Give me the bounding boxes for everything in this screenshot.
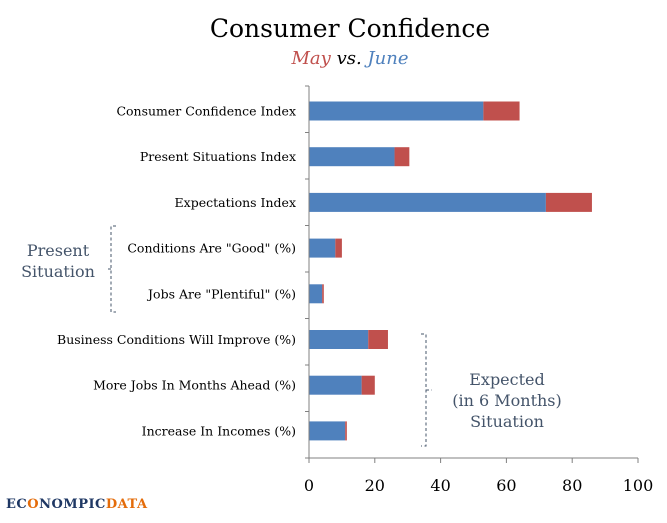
bar-may [368, 330, 388, 349]
bar-june [309, 101, 484, 121]
group-label-line: Situation [21, 262, 95, 281]
logo-mid: NOMPIC [39, 497, 106, 512]
category-label: Business Conditions Will Improve (%) [57, 332, 296, 347]
bar-june [309, 330, 369, 349]
subtitle-june: June [363, 48, 408, 69]
category-label: Increase In Incomes (%) [142, 423, 296, 438]
bar-may [483, 101, 520, 121]
subtitle-may: May [291, 48, 337, 69]
chart-title: Consumer Confidence [210, 14, 490, 43]
subtitle-vs: vs. [337, 48, 368, 69]
chart-subtitle: May vs. June [291, 48, 409, 69]
group-label-line: Present [27, 241, 90, 260]
category-label: Present Situations Index [140, 149, 296, 164]
category-label: Expectations Index [175, 195, 296, 210]
bar-may [361, 375, 375, 395]
bar-may [322, 284, 324, 304]
bar-june [309, 147, 395, 167]
group-label-line: Expected [469, 370, 545, 389]
group-label-line: Situation [470, 412, 544, 431]
x-tick-label: 60 [496, 476, 516, 495]
bar-june [309, 421, 346, 441]
bar-june [309, 284, 323, 304]
economicdata-logo: ECONOMPICDATA [6, 497, 148, 512]
group-brace [421, 333, 432, 447]
bar-may [345, 421, 347, 441]
x-tick-label: 40 [430, 476, 450, 495]
bar-june [309, 375, 362, 395]
bar-may [335, 238, 342, 258]
x-tick-label: 100 [623, 476, 654, 495]
logo-o-mark: O [27, 497, 40, 512]
category-label: Conditions Are "Good" (%) [127, 241, 296, 256]
bar-june [309, 192, 546, 212]
category-label: Consumer Confidence Index [116, 104, 296, 119]
x-tick-label: 80 [562, 476, 582, 495]
x-tick-label: 20 [365, 476, 385, 495]
logo-prefix: EC [6, 497, 28, 512]
category-label: Jobs Are "Plentiful" (%) [146, 286, 296, 301]
bar-may [545, 192, 592, 212]
bar-june [309, 238, 336, 258]
x-tick-label: 0 [304, 476, 314, 495]
group-label-line: (in 6 Months) [452, 391, 562, 410]
group-brace [106, 225, 116, 313]
logo-suffix: DATA [105, 497, 148, 512]
category-label: More Jobs In Months Ahead (%) [93, 378, 296, 393]
bar-may [394, 147, 410, 167]
